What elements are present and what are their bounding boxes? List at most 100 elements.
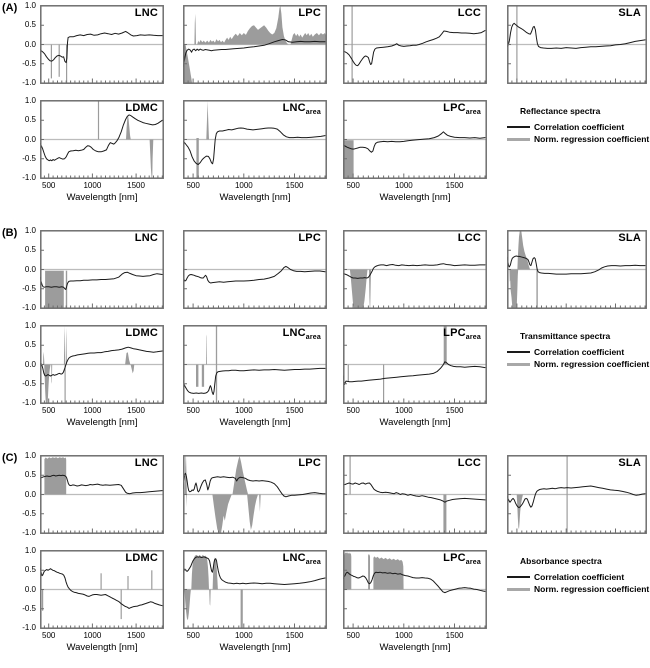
- y-tick-label: 0.0: [24, 489, 36, 499]
- correlation-line: [507, 22, 646, 49]
- subplot-canvas: [183, 5, 327, 84]
- axis-ticks: [344, 344, 486, 403]
- subplot-title-text: LNC: [282, 552, 306, 564]
- axis-ticks: [41, 344, 163, 403]
- regression-fill: [290, 33, 327, 45]
- legend-regression-label: Norm. regression coefficient: [534, 134, 650, 144]
- x-axis-title: Wavelength [nm]: [66, 192, 138, 203]
- correlation-line: [40, 474, 163, 495]
- correlation-line: [40, 567, 163, 609]
- subplot-canvas: [183, 550, 327, 629]
- subplot-title: LNCarea: [283, 327, 321, 341]
- plot-frame: [183, 5, 327, 84]
- subplot-b-ldmc: LDMC: [40, 325, 164, 404]
- regression-fill: [232, 456, 249, 495]
- subplot-title-subscript: area: [305, 109, 321, 117]
- y-tick-label: -0.5: [22, 58, 36, 68]
- x-axis-title: Wavelength [nm]: [66, 417, 138, 428]
- subplot-title: LNC: [135, 232, 158, 244]
- subplot-canvas: [507, 5, 647, 84]
- legend-title: Transmittance spectra: [520, 331, 611, 341]
- regression-fill: [197, 6, 289, 45]
- panel-label: (C): [2, 452, 18, 464]
- x-tick-label: 500: [186, 181, 200, 190]
- plot-frame: [507, 5, 647, 84]
- x-tick-label: 1000: [234, 181, 253, 190]
- regression-fill: [343, 140, 354, 178]
- x-tick-label: 1500: [127, 406, 145, 415]
- x-tick-label: 1500: [445, 406, 464, 415]
- subplot-canvas: [343, 455, 487, 534]
- subplot-title: LCC: [458, 232, 481, 244]
- subplot-title-text: LPC: [298, 7, 321, 19]
- correlation-line: [183, 472, 326, 498]
- regression-fill: [201, 364, 205, 387]
- regression-fill: [196, 364, 199, 387]
- x-tick-label: 1000: [83, 631, 102, 640]
- subplot-title-text: LNC: [282, 327, 306, 339]
- subplot-title: LCC: [458, 7, 481, 19]
- regression-fill: [194, 13, 196, 45]
- regression-fill: [206, 334, 207, 365]
- subplot-title-text: SLA: [618, 232, 641, 244]
- subplot-title-text: LNC: [282, 102, 306, 114]
- plot-frame: [183, 100, 327, 179]
- y-tick-label: 0.5: [24, 20, 36, 30]
- subplot-title-text: LNC: [134, 457, 158, 469]
- subplot-title-text: LPC: [443, 552, 466, 564]
- x-tick-label: 1000: [394, 631, 413, 640]
- plot-frame: [40, 5, 164, 84]
- subplot-canvas: [40, 5, 164, 84]
- x-tick-label: 500: [186, 631, 200, 640]
- x-tick-label: 1500: [127, 181, 145, 190]
- subplot-c-lpc: LPC: [183, 455, 327, 534]
- regression-fill: [130, 364, 135, 374]
- x-tick-label: 500: [346, 631, 360, 640]
- axis-ticks: [508, 474, 646, 533]
- x-tick-label: 1500: [445, 631, 464, 640]
- correlation-line: [343, 131, 486, 153]
- y-tick-label: 0.0: [24, 359, 36, 369]
- legend-correlation-swatch: [507, 351, 530, 353]
- regression-fill: [516, 494, 523, 530]
- subplot-title: LDMC: [125, 102, 158, 114]
- x-tick-label: 500: [346, 406, 360, 415]
- subplot-title: LDMC: [125, 327, 158, 339]
- subplot-canvas: [40, 325, 164, 404]
- regression-fill: [63, 326, 66, 365]
- y-tick-label: -1.0: [22, 303, 36, 312]
- subplot-title-text: LPC: [443, 327, 466, 339]
- x-tick-label: 1000: [234, 631, 253, 640]
- x-tick-label: 500: [42, 631, 56, 640]
- x-tick-label: 1500: [445, 181, 464, 190]
- regression-fill: [126, 115, 131, 140]
- axis-ticks: [184, 249, 326, 308]
- subplot-title-text: SLA: [618, 457, 641, 469]
- subplot-title: LNC: [135, 457, 158, 469]
- regression-fill: [209, 589, 211, 606]
- y-tick-label: 0.0: [24, 39, 36, 49]
- legend-title: Reflectance spectra: [520, 106, 601, 116]
- subplot-a-lcc: LCC: [343, 5, 487, 84]
- panel-label: (A): [2, 2, 18, 14]
- y-tick-label: -0.5: [22, 508, 36, 518]
- plot-frame: [183, 325, 327, 404]
- plot-frame: [183, 550, 327, 629]
- subplot-title: LPC: [298, 457, 321, 469]
- subplot-title: LNCarea: [283, 552, 321, 566]
- plot-frame: [507, 230, 647, 309]
- y-tick-label: 1.0: [24, 321, 36, 330]
- regression-fill: [184, 589, 191, 621]
- regression-fill: [247, 494, 258, 530]
- regression-fill: [65, 270, 68, 308]
- regression-fill: [206, 101, 209, 140]
- plot-frame: [183, 230, 327, 309]
- subplot-title: SLA: [618, 232, 641, 244]
- subplot-c-ldmc: LDMC: [40, 550, 164, 629]
- y-tick-label: 0.5: [24, 245, 36, 255]
- subplot-a-ldmc: LDMC: [40, 100, 164, 179]
- regression-fill: [349, 269, 368, 308]
- x-tick-label: 500: [186, 406, 200, 415]
- x-axis-title: Wavelength [nm]: [219, 417, 291, 428]
